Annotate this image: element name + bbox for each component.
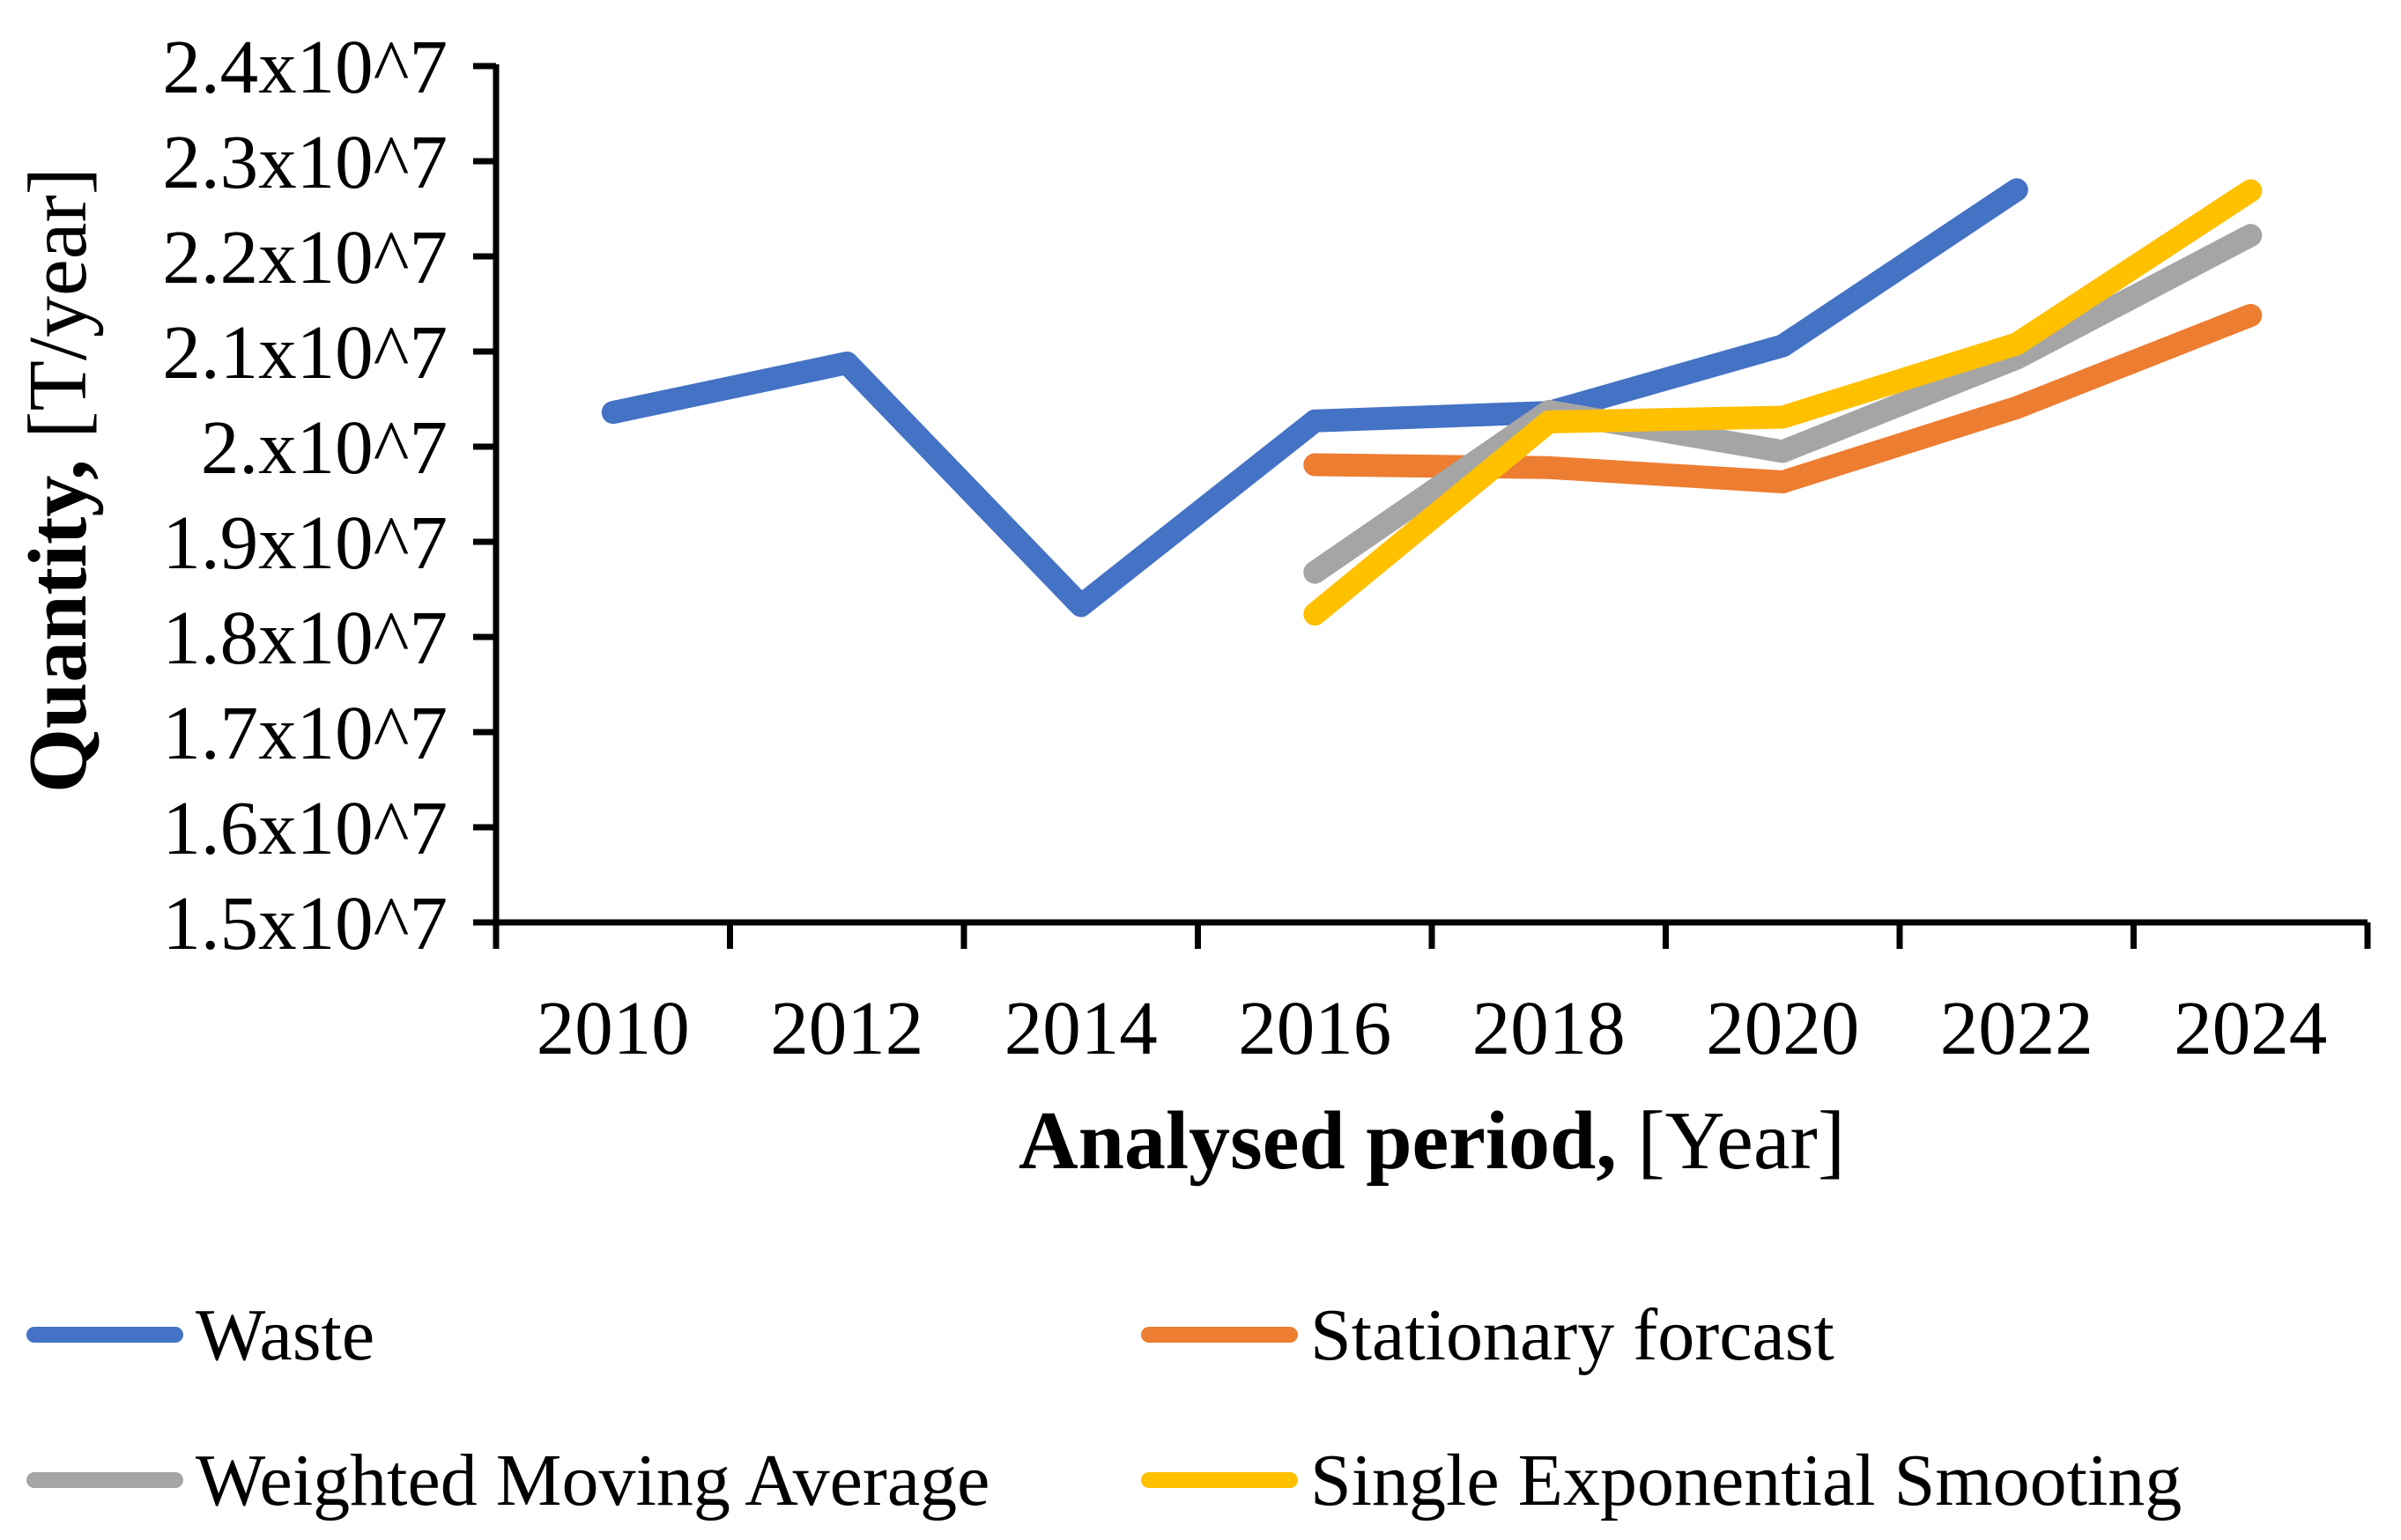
x-axis-title: Analysed period, [Year] [496,1099,2368,1182]
y-tick-label: 2.2x10^7 [162,214,448,300]
x-tick-label: 2024 [2174,985,2327,1070]
series-line-waste [601,178,2028,618]
y-tick-label: 1.9x10^7 [162,500,448,585]
y-tick-label: 1.6x10^7 [162,785,448,870]
x-tick-label: 2020 [1706,985,1859,1070]
y-axis-title: Quantity, [T/year] [12,167,104,793]
y-tick-label: 2.4x10^7 [162,24,448,109]
x-tick-label: 2022 [1940,985,2093,1070]
y-tick-label: 1.7x10^7 [162,690,448,775]
x-tick-label: 2012 [770,985,923,1070]
x-tick-label: 2010 [537,985,690,1070]
y-tick-label: 2.x10^7 [201,404,448,490]
x-tick-label: 2018 [1472,985,1626,1070]
x-tick-label: 2016 [1238,985,1391,1070]
series-line-weighted-moving-average [1303,224,2263,584]
y-axis-title-unit: [T/year] [12,167,104,460]
y-tick-label: 2.1x10^7 [162,309,448,395]
y-tick-label: 2.3x10^7 [162,119,448,204]
y-tick-label: 1.5x10^7 [162,880,448,966]
series-line-single-exponential-smooting [1303,179,2263,626]
x-axis-title-unit: [Year] [1616,1095,1846,1187]
y-tick-label: 1.8x10^7 [162,595,448,680]
x-tick-label: 2014 [1004,985,1158,1070]
x-axis-title-name: Analysed period, [1018,1095,1617,1187]
y-axis-title-name: Quantity, [12,459,104,794]
